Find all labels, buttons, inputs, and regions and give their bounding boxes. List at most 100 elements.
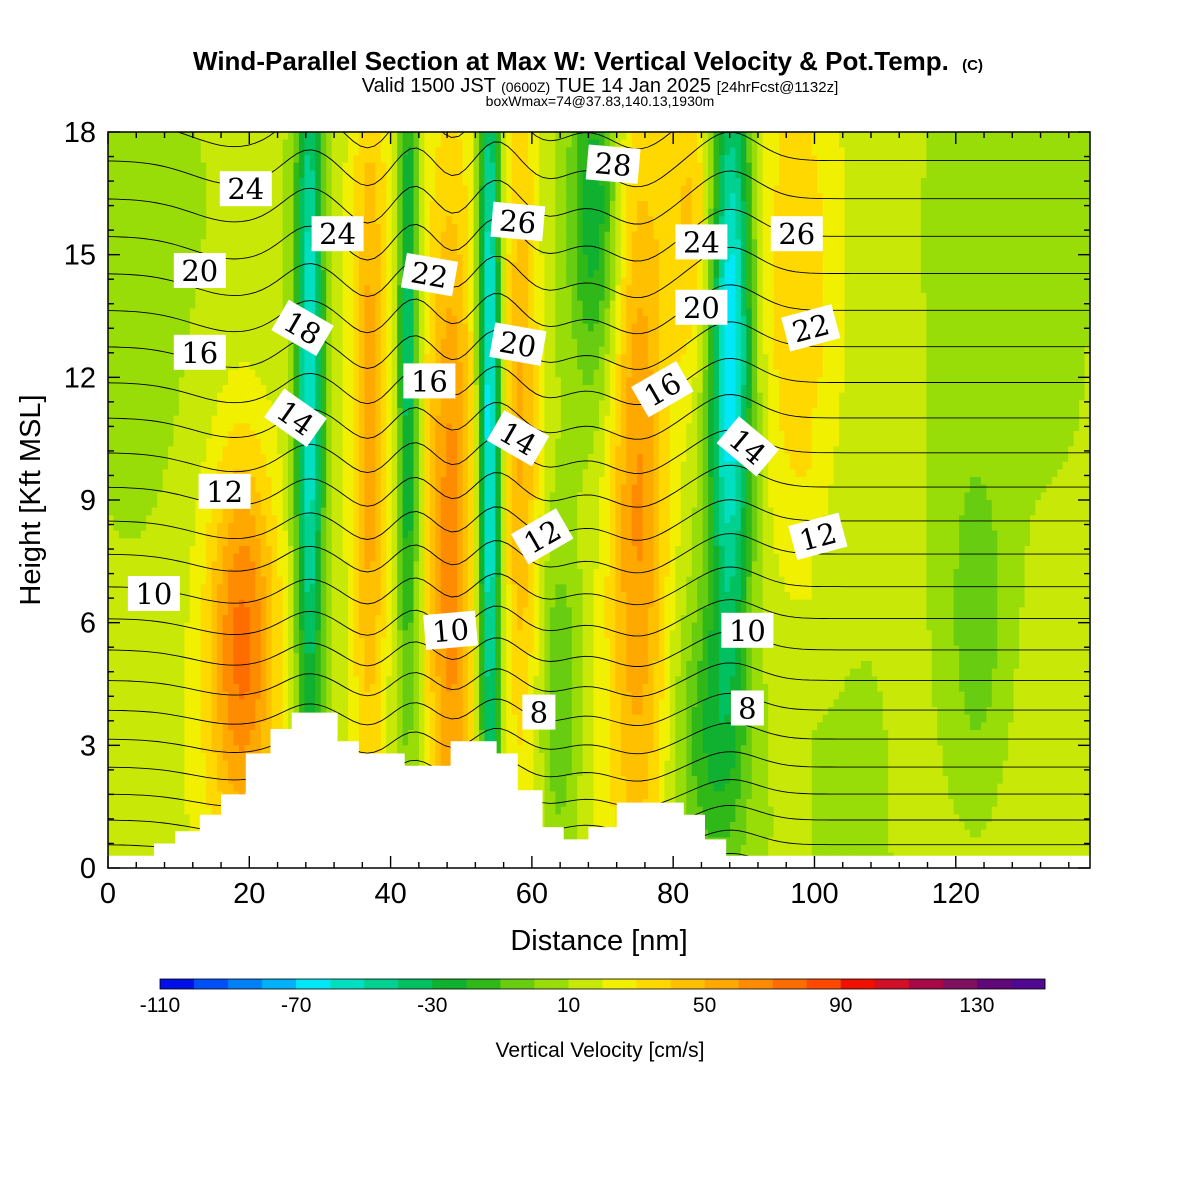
velocity-cell: [522, 139, 529, 148]
velocity-cell: [124, 300, 131, 309]
velocity-cell: [937, 193, 944, 202]
velocity-cell: [184, 162, 191, 171]
velocity-cell: [446, 139, 453, 148]
velocity-cell: [762, 254, 769, 263]
velocity-cell: [293, 139, 300, 148]
velocity-cell: [959, 162, 966, 171]
velocity-cell: [724, 147, 731, 156]
velocity-cell: [484, 285, 491, 294]
velocity-cell: [1068, 178, 1075, 187]
velocity-cell: [544, 239, 551, 248]
velocity-cell: [980, 247, 987, 256]
velocity-cell: [669, 270, 676, 279]
velocity-cell: [397, 270, 404, 279]
velocity-cell: [571, 300, 578, 309]
velocity-cell: [893, 224, 900, 233]
velocity-cell: [162, 185, 169, 194]
velocity-cell: [331, 270, 338, 279]
velocity-cell: [1073, 201, 1080, 210]
velocity-cell: [1068, 185, 1075, 194]
velocity-cell: [511, 155, 518, 164]
velocity-cell: [124, 239, 131, 248]
velocity-cell: [222, 285, 229, 294]
velocity-cell: [244, 300, 251, 309]
velocity-cell: [353, 316, 360, 325]
velocity-cell: [118, 132, 125, 141]
velocity-cell: [342, 193, 349, 202]
velocity-cell: [866, 201, 873, 210]
velocity-cell: [844, 323, 851, 332]
velocity-cell: [533, 247, 540, 256]
velocity-cell: [353, 193, 360, 202]
velocity-cell: [773, 147, 780, 156]
velocity-cell: [637, 239, 644, 248]
velocity-cell: [822, 132, 829, 141]
velocity-cell: [424, 239, 431, 248]
velocity-cell: [255, 155, 262, 164]
velocity-cell: [162, 147, 169, 156]
velocity-cell: [1051, 331, 1058, 340]
velocity-cell: [773, 316, 780, 325]
velocity-cell: [380, 308, 387, 317]
velocity-cell: [588, 277, 595, 286]
velocity-cell: [560, 285, 567, 294]
velocity-cell: [369, 224, 376, 233]
velocity-cell: [113, 162, 120, 171]
velocity-cell: [146, 139, 153, 148]
velocity-cell: [255, 162, 262, 171]
velocity-cell: [1073, 147, 1080, 156]
velocity-cell: [909, 254, 917, 263]
velocity-cell: [315, 139, 322, 148]
velocity-cell: [402, 193, 409, 202]
velocity-cell: [877, 293, 884, 302]
velocity-cell: [659, 155, 666, 164]
velocity-cell: [986, 216, 993, 225]
velocity-cell: [282, 139, 289, 148]
velocity-cell: [773, 178, 780, 187]
velocity-cell: [577, 270, 584, 279]
velocity-cell: [724, 239, 731, 248]
velocity-cell: [593, 178, 600, 187]
velocity-cell: [566, 193, 573, 202]
velocity-cell: [129, 308, 136, 317]
velocity-cell: [942, 285, 949, 294]
velocity-cell: [909, 208, 917, 217]
velocity-cell: [642, 331, 649, 340]
velocity-cell: [342, 285, 349, 294]
velocity-cell: [178, 247, 185, 256]
velocity-cell: [506, 147, 513, 156]
velocity-cell: [888, 178, 895, 187]
velocity-cell: [980, 155, 987, 164]
velocity-cell: [757, 193, 764, 202]
velocity-cell: [860, 224, 867, 233]
velocity-cell: [899, 201, 906, 210]
velocity-cell: [282, 201, 289, 210]
velocity-cell: [353, 147, 360, 156]
velocity-cell: [348, 254, 355, 263]
velocity-cell: [189, 224, 196, 233]
velocity-cell: [751, 308, 758, 317]
velocity-cell: [1024, 208, 1031, 217]
velocity-cell: [1062, 270, 1069, 279]
velocity-cell: [637, 208, 644, 217]
velocity-cell: [391, 316, 398, 325]
velocity-cell: [599, 331, 606, 340]
velocity-cell: [637, 331, 644, 340]
velocity-cell: [620, 231, 627, 240]
velocity-cell: [729, 254, 736, 263]
velocity-cell: [288, 185, 295, 194]
velocity-cell: [729, 339, 736, 348]
velocity-cell: [140, 162, 147, 171]
velocity-cell: [773, 208, 780, 217]
velocity-cell: [953, 323, 960, 332]
velocity-cell: [997, 132, 1004, 141]
velocity-cell: [844, 277, 851, 286]
velocity-cell: [648, 193, 655, 202]
velocity-cell: [195, 178, 202, 187]
velocity-cell: [959, 139, 966, 148]
velocity-cell: [342, 262, 349, 271]
velocity-cell: [1051, 316, 1058, 325]
velocity-cell: [844, 216, 851, 225]
velocity-cell: [544, 162, 551, 171]
velocity-cell: [669, 185, 676, 194]
